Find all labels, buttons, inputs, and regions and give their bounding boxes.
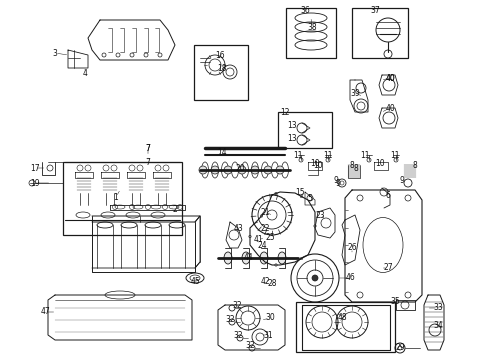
Text: 20: 20 (235, 163, 245, 172)
Text: 43: 43 (233, 224, 243, 233)
Text: 44: 44 (243, 253, 253, 262)
Text: 24: 24 (257, 240, 267, 249)
Text: 3: 3 (52, 49, 57, 58)
Circle shape (199, 166, 207, 174)
Ellipse shape (242, 252, 250, 264)
Text: 7: 7 (146, 144, 150, 153)
Text: 45: 45 (190, 278, 200, 287)
Text: 31: 31 (263, 330, 273, 339)
Bar (278, 112, 332, 148)
Text: 2: 2 (172, 204, 177, 213)
Text: 47: 47 (40, 307, 50, 316)
Text: 13: 13 (287, 134, 297, 143)
Text: 11: 11 (390, 150, 400, 159)
Text: 40: 40 (385, 73, 395, 82)
Text: 11: 11 (360, 150, 370, 159)
Circle shape (224, 166, 232, 174)
Text: 46: 46 (345, 274, 355, 283)
Text: 8: 8 (413, 161, 417, 170)
Text: 7: 7 (146, 158, 150, 166)
Text: 27: 27 (383, 264, 393, 273)
Text: 32: 32 (233, 332, 243, 341)
Text: 37: 37 (370, 5, 380, 14)
Text: 8: 8 (350, 161, 354, 170)
Circle shape (312, 275, 318, 281)
Text: 18: 18 (217, 63, 227, 72)
Bar (194, 45, 248, 100)
Text: 21: 21 (260, 207, 270, 216)
Text: 26: 26 (347, 243, 357, 252)
Text: 23: 23 (315, 211, 325, 220)
Ellipse shape (260, 252, 268, 264)
Text: 22: 22 (260, 224, 270, 233)
Text: 8: 8 (354, 163, 358, 172)
Text: 14: 14 (217, 148, 227, 157)
Circle shape (251, 166, 259, 174)
Text: 10: 10 (310, 158, 320, 167)
Text: 19: 19 (30, 179, 40, 188)
Text: 32: 32 (232, 301, 242, 310)
Text: 17: 17 (30, 163, 40, 172)
Text: 16: 16 (215, 50, 225, 59)
Ellipse shape (224, 252, 232, 264)
Text: 12: 12 (280, 108, 290, 117)
Text: 5: 5 (308, 194, 313, 202)
Text: 10: 10 (313, 161, 323, 170)
Text: 30: 30 (265, 314, 275, 323)
Text: 38: 38 (307, 23, 317, 32)
Text: 33: 33 (433, 303, 443, 312)
Text: 32: 32 (245, 342, 255, 351)
Text: 32: 32 (225, 315, 235, 324)
Text: 36: 36 (300, 5, 310, 14)
Text: 40: 40 (385, 73, 395, 82)
Circle shape (211, 166, 219, 174)
Text: 42: 42 (260, 278, 270, 287)
Circle shape (264, 166, 272, 174)
Circle shape (276, 166, 284, 174)
Text: 9: 9 (399, 176, 404, 185)
Text: 48: 48 (337, 314, 347, 323)
Text: 15: 15 (295, 188, 305, 197)
Text: 28: 28 (267, 279, 277, 288)
Ellipse shape (278, 252, 286, 264)
Text: 25: 25 (265, 234, 275, 243)
Text: 4: 4 (82, 68, 87, 77)
Bar (63, 162, 182, 235)
Text: 7: 7 (146, 144, 150, 153)
Circle shape (238, 166, 246, 174)
Text: 9: 9 (334, 176, 339, 185)
Text: 41: 41 (253, 235, 263, 244)
Text: 9: 9 (336, 179, 341, 188)
Bar (296, 302, 395, 352)
Text: 35: 35 (390, 297, 400, 306)
Text: 11: 11 (293, 150, 303, 159)
Text: 1: 1 (114, 193, 119, 202)
Text: 34: 34 (433, 320, 443, 329)
Text: 6: 6 (386, 190, 391, 199)
Bar (286, 8, 336, 58)
Text: 39: 39 (350, 89, 360, 98)
Text: 11: 11 (323, 150, 333, 159)
Text: 13: 13 (287, 121, 297, 130)
Text: 10: 10 (375, 158, 385, 167)
Text: 29: 29 (395, 343, 405, 352)
Bar (352, 8, 408, 58)
Text: 40: 40 (385, 104, 395, 112)
